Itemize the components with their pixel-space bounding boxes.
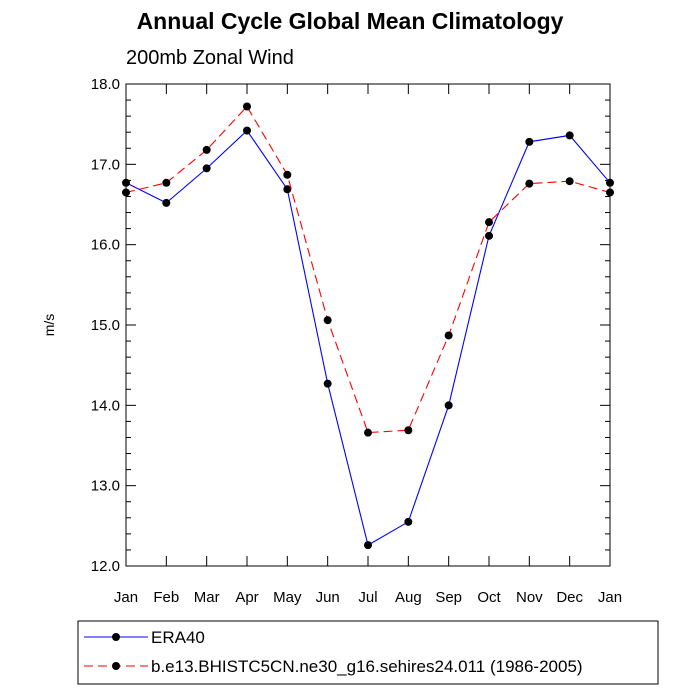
x-tick-label: Oct: [477, 589, 501, 606]
data-point: [404, 517, 413, 526]
data-point: [202, 145, 211, 154]
data-point: [283, 170, 292, 179]
x-tick-label: Sep: [435, 589, 462, 606]
data-point: [283, 185, 292, 194]
x-tick-label: Dec: [556, 589, 583, 606]
data-point: [525, 179, 534, 188]
axes: 12.0 13.0 14.0 15.0 16.0 17.0 18.0 Jan Feb Mar Apr…: [41, 76, 622, 606]
x-tick-label: Nov: [516, 589, 543, 606]
data-point: [364, 541, 372, 550]
legend-marker: [112, 633, 120, 641]
legend-marker: [112, 662, 120, 670]
x-tick-label: Feb: [153, 589, 179, 606]
x-tick-label: Mar: [194, 589, 220, 606]
data-point: [444, 401, 453, 410]
data-point: [243, 102, 251, 111]
x-tick-label: Aug: [395, 589, 422, 606]
data-point: [525, 137, 534, 146]
data-point: [364, 428, 372, 437]
data-point: [323, 316, 332, 325]
data-point: [565, 131, 574, 140]
series-line-1: [125, 129, 611, 546]
y-tick-label: 15.0: [91, 317, 120, 334]
y-tick-label: 14.0: [91, 397, 120, 414]
series-line-2: [125, 105, 611, 434]
x-tick-label: Jan: [598, 589, 622, 606]
x-tick-label: May: [273, 589, 302, 606]
x-tick-label: Jan: [114, 589, 138, 606]
chart-subtitle: 200mb Zonal Wind: [126, 47, 294, 69]
data-point: [606, 178, 614, 187]
data-point: [444, 331, 453, 340]
x-tick-label: Jul: [358, 589, 377, 606]
legend: ERA40 b.e13.BHISTC5CN.ne30_g16.sehires24.…: [77, 620, 659, 685]
data-point: [485, 218, 493, 227]
data-point: [606, 188, 614, 197]
y-tick-label: 18.0: [91, 76, 120, 93]
data-point: [162, 198, 171, 207]
series-layer: [122, 102, 614, 550]
data-point: [323, 379, 332, 388]
chart-title: Annual Cycle Global Mean Climatology: [136, 8, 564, 34]
data-point: [243, 126, 251, 135]
data-point: [565, 177, 574, 186]
data-point: [122, 178, 130, 187]
data-point: [404, 426, 413, 435]
data-point: [485, 231, 493, 240]
data-point: [162, 178, 171, 187]
data-point: [202, 164, 211, 173]
y-tick-label: 16.0: [91, 237, 120, 254]
legend-box: [77, 620, 659, 685]
y-axis-label: m/s: [41, 314, 57, 337]
legend-label: ERA40: [151, 628, 205, 647]
y-tick-label: 17.0: [91, 156, 120, 173]
x-tick-label: Jun: [316, 589, 340, 606]
y-tick-label: 13.0: [91, 478, 120, 495]
x-tick-label: Apr: [235, 589, 258, 606]
plot-frame: [125, 83, 611, 567]
legend-label: b.e13.BHISTC5CN.ne30_g16.sehires24.011 (…: [151, 657, 583, 676]
data-point: [122, 188, 130, 197]
y-tick-label: 12.0: [91, 558, 120, 575]
